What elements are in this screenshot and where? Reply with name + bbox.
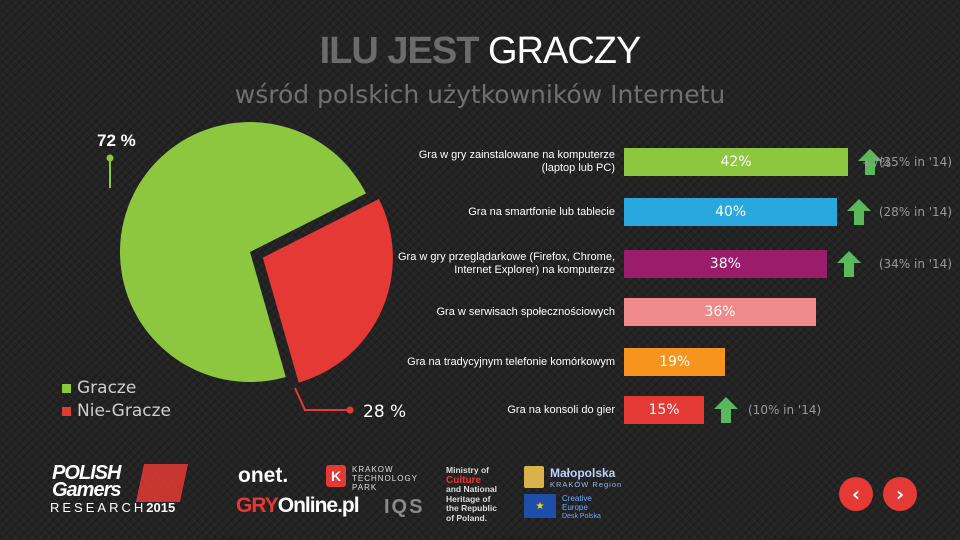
gry-online-logo: GRYOnline.pl <box>236 494 360 518</box>
trend-up-arrow-shape <box>714 397 738 423</box>
bar: 36% <box>624 298 816 326</box>
bar-category-label-line: Gra na konsoli do gier <box>507 403 615 416</box>
title-part2: GRACZY <box>488 30 641 72</box>
ministry-line6: of Poland. <box>446 512 488 523</box>
gry-online-part1: GRY <box>236 494 279 517</box>
pie-slice-gracze <box>119 122 366 383</box>
polish-gamers-line1: POLISH <box>52 462 121 484</box>
malopolska-line2: KRAKÓW Region <box>550 480 623 489</box>
bar-category-label: Gra na smartfonie lub tablecie <box>355 206 615 219</box>
previous-year-label: (10% in '14) <box>748 403 822 417</box>
trend-up-arrow-icon <box>836 251 861 277</box>
iqs-logo: IQS <box>384 496 425 518</box>
bar-value-label: 42% <box>720 154 752 170</box>
creative-europe-line2: Europe <box>562 503 588 512</box>
chevron-right-icon: › <box>895 482 905 506</box>
ministry-line4: Heritage of <box>446 493 491 504</box>
prev-slide-button[interactable]: ‹ <box>839 477 873 511</box>
onet-logo: onet. <box>238 464 289 487</box>
ktp-mark: K <box>326 465 346 487</box>
trend-up-arrow-icon <box>858 149 882 175</box>
gry-online-part2: Online <box>277 494 338 517</box>
change-label: +7% <box>862 156 892 170</box>
legend-swatch-nie-gracze <box>62 406 71 416</box>
legend-item-gracze: Gracze <box>62 378 136 398</box>
leader-line-nie-gracze <box>294 387 350 411</box>
polish-gamers-logo: POLISH Gamers RESEARCH2015 <box>48 462 198 518</box>
pie-value-label-nie-gracze: 28 % <box>363 402 407 422</box>
bar-value-label: 38% <box>709 256 741 272</box>
bar-category-label: Gra w gry przeglądarkowe (Firefox, Chrom… <box>355 251 615 277</box>
bar-category-label-line: Gra na smartfonie lub tablecie <box>468 205 615 218</box>
bar-category-label-line: Internet Explorer) na komputerze <box>454 264 615 276</box>
bar-value-label: 15% <box>648 402 680 418</box>
ministry-line2: Culture <box>446 474 481 486</box>
creative-europe-line3: Desk Polska <box>562 513 601 520</box>
ministry-line3: and National <box>446 484 498 494</box>
polish-gamers-line2: Gamers <box>52 479 121 501</box>
bar-category-label: Gra na konsoli do gier <box>355 404 615 417</box>
ministry-line1: Ministry of <box>446 465 489 475</box>
pie-chart <box>106 122 393 414</box>
bar-category-label: Gra w gry zainstalowane na komputerze (la… <box>355 149 615 175</box>
ktp-line2: TECHNOLOGY <box>352 474 419 483</box>
malopolska-crest-icon <box>524 466 544 488</box>
bar: 40% <box>624 198 838 226</box>
ktp-line3: PARK <box>352 483 378 492</box>
legend-label-gracze: Gracze <box>77 378 137 398</box>
legend-label-nie-gracze: Nie-Gracze <box>77 401 171 421</box>
trend-up-arrow-icon <box>847 199 872 225</box>
creative-europe-line1: Creative <box>562 494 592 503</box>
trend-up-arrow-shape <box>847 199 872 225</box>
previous-year-label: (34% in '14) <box>878 257 952 271</box>
bar-category-label-line: Gra w serwisach społecznościowych <box>436 305 615 318</box>
gry-online-part3: .pl <box>337 494 359 517</box>
bar-value-label: 36% <box>704 304 736 320</box>
bar: 19% <box>624 348 726 376</box>
pie-value-label-gracze: 72 % <box>97 131 136 150</box>
chevron-left-icon: ‹ <box>851 482 861 506</box>
bar-value-label: 40% <box>715 204 747 220</box>
title-part1: ILU JEST <box>319 30 480 72</box>
ktp-line1: KRAKOW <box>352 465 394 474</box>
leader-dot-nie-gracze <box>346 406 354 414</box>
bar: 38% <box>624 250 827 278</box>
bar: 42% <box>624 148 848 176</box>
bar-category-label-line: (laptop lub PC) <box>541 162 615 174</box>
bar-category-label-line: Gra w gry zainstalowane na komputerze <box>418 149 615 161</box>
trend-up-arrow-shape <box>836 251 861 277</box>
eu-flag-icon: ★ <box>524 494 556 518</box>
next-slide-button[interactable]: › <box>883 477 917 511</box>
bar: 15% <box>624 396 704 424</box>
trend-up-arrow-icon <box>714 397 738 423</box>
legend-item-nie-gracze: Nie-Gracze <box>62 401 171 421</box>
trend-up-arrow-shape <box>858 149 882 175</box>
previous-year-label: (28% in '14) <box>878 205 952 219</box>
page-subtitle: wśród polskich użytkowników Internetu <box>234 80 726 109</box>
polish-gamers-year: 2015 <box>146 500 176 515</box>
page-title: ILU JEST GRACZY <box>0 30 960 73</box>
polish-gamers-line3: RESEARCH <box>50 500 147 515</box>
bar-category-label: Gra w serwisach społecznościowych <box>355 306 615 319</box>
bar-category-label-line: Gra w gry przeglądarkowe (Firefox, Chrom… <box>397 251 615 263</box>
bar-category-label: Gra na tradycyjnym telefonie komórkowym <box>355 356 615 369</box>
malopolska-line1: Małopolska <box>550 466 616 480</box>
ministry-line5: the Republic <box>446 503 498 513</box>
ministry-of-culture-logo: Ministry of Culture and National Heritag… <box>446 465 498 523</box>
legend-swatch-gracze <box>62 383 71 393</box>
previous-year-label: (35% in '14) <box>878 155 952 169</box>
leader-dot-gracze <box>106 154 114 162</box>
pie-slice-nie-gracze <box>262 199 393 383</box>
bar-value-label: 19% <box>659 354 691 370</box>
bar-category-label-line: Gra na tradycyjnym telefonie komórkowym <box>407 355 615 368</box>
polish-gamers-emblem <box>135 464 189 502</box>
